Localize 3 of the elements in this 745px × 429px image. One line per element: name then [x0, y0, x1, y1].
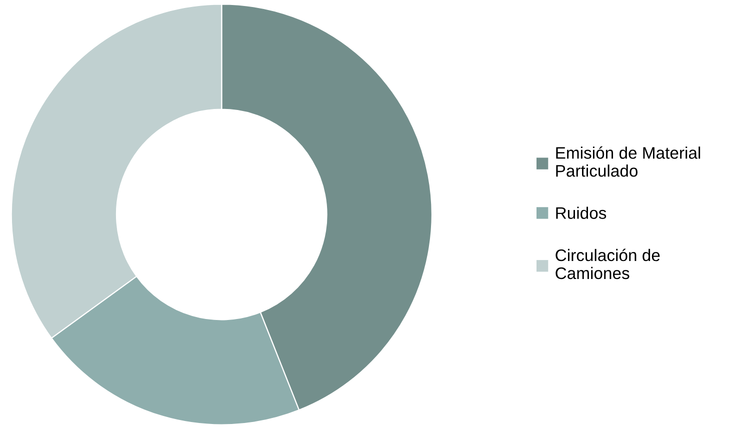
legend-label: Ruidos	[556, 206, 606, 219]
legend-label: Circulación de Camiones	[556, 248, 660, 280]
legend-label: Emisión de Material Particulado	[556, 146, 700, 177]
